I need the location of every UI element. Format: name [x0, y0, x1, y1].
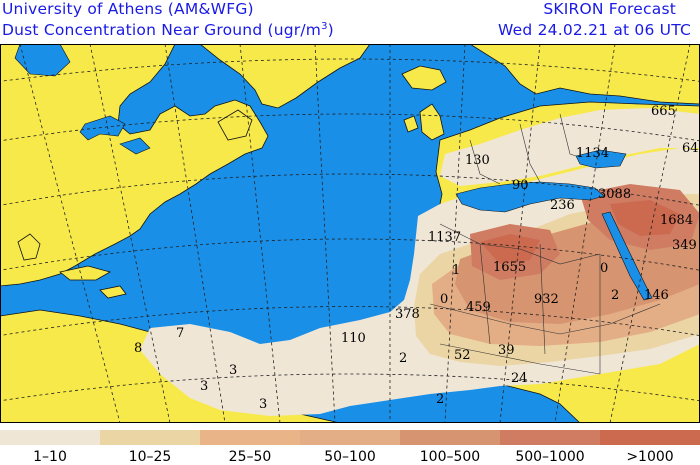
variable-close: )	[327, 21, 334, 39]
black-sea	[575, 149, 627, 169]
value-label: 130	[465, 153, 490, 168]
value-label: 2	[436, 392, 444, 407]
value-label: 3	[259, 397, 267, 412]
land-scandinavia	[469, 44, 700, 105]
legend-label: 50–100	[324, 449, 376, 465]
value-label: 1	[452, 263, 460, 278]
value-label: 2	[611, 288, 619, 303]
value-label: 349	[672, 238, 697, 253]
valid-time-label: Wed 24.02.21 at 06 UTC	[498, 21, 691, 39]
mediterranean-sea	[455, 181, 605, 213]
value-label: 52	[454, 348, 471, 363]
value-label: 110	[341, 331, 366, 346]
variable-unit-superscript: 3	[321, 21, 328, 32]
variable-text: Dust Concentration Near Ground (ugr/m	[2, 21, 322, 39]
hudson-bay	[14, 44, 71, 77]
legend-swatch	[400, 430, 500, 445]
value-label: 932	[534, 292, 559, 307]
value-label: 665	[651, 104, 676, 119]
color-legend: 1–10 10–25 25–50 50–100 100–500 500–1000…	[0, 430, 700, 465]
value-label: 3	[229, 363, 237, 378]
value-label: 7	[176, 326, 184, 341]
value-label: 39	[498, 343, 515, 358]
legend-label: 10–25	[128, 449, 172, 465]
value-label: 64	[682, 141, 699, 156]
value-label: 1684	[660, 213, 693, 228]
legend-swatch	[100, 430, 200, 445]
graticule	[0, 44, 700, 423]
value-label: 459	[466, 300, 491, 315]
value-label: 0	[440, 292, 448, 307]
value-label: 8	[134, 341, 142, 356]
land-caribbean	[17, 233, 127, 299]
map-header: University of Athens (AM&WFG) Dust Conce…	[0, 0, 700, 44]
dust-map: 665 64 130 1134 90 3088 236 1684 1137 34…	[0, 44, 700, 423]
dust-zone-over-1000	[480, 200, 680, 264]
variable-label: Dust Concentration Near Ground (ugr/m3)	[2, 21, 334, 39]
value-label: 1655	[493, 260, 526, 275]
value-label: 1137	[428, 230, 461, 245]
value-label: 90	[512, 178, 529, 193]
legend-label: 100–500	[419, 449, 481, 465]
legend-swatch	[0, 430, 100, 445]
country-borders	[429, 113, 661, 375]
value-label: 236	[550, 198, 575, 213]
value-label: 3088	[598, 187, 631, 202]
dust-zone-europe	[440, 108, 700, 186]
product-label: SKIRON Forecast	[543, 0, 676, 18]
land-greenland	[199, 44, 371, 109]
value-label: 2	[399, 351, 407, 366]
legend-swatch	[600, 430, 700, 445]
legend-label: 500–1000	[515, 449, 585, 465]
legend-swatch	[200, 430, 300, 445]
value-label: 24	[511, 371, 528, 386]
legend-label: 25–50	[228, 449, 272, 465]
land-british-isles	[403, 103, 445, 141]
legend-label: 1–10	[33, 449, 67, 465]
value-label: 1134	[576, 146, 609, 161]
value-label: 378	[395, 307, 420, 322]
legend-label: >1000	[626, 449, 674, 465]
value-label: 0	[600, 261, 608, 276]
value-label: 3	[200, 379, 208, 394]
legend-swatch	[500, 430, 600, 445]
red-sea	[601, 211, 653, 301]
land-iceland	[401, 65, 447, 91]
legend-swatch	[300, 430, 400, 445]
value-label: 146	[644, 288, 669, 303]
institution-label: University of Athens (AM&WFG)	[2, 0, 254, 18]
value-labels: 665 64 130 1134 90 3088 236 1684 1137 34…	[134, 104, 699, 412]
